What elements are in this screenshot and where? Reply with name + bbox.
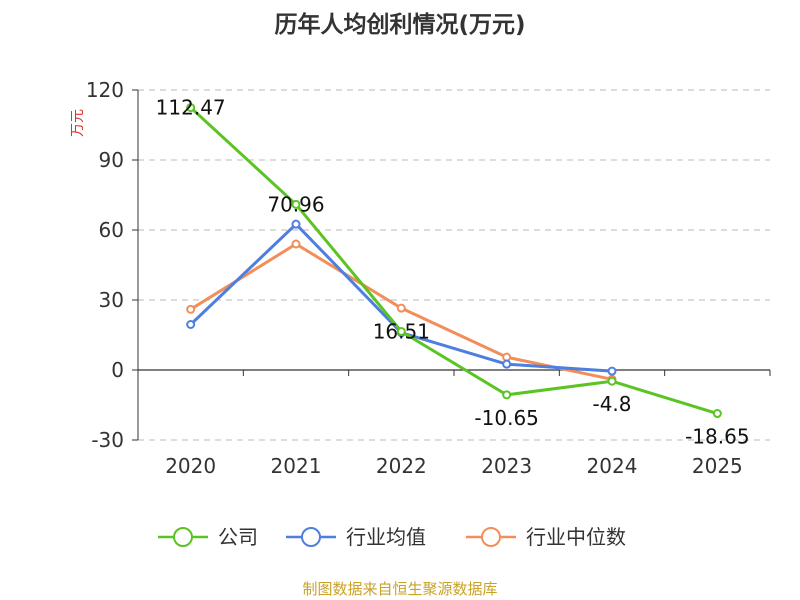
x-tick-labels: 2020 2021 2022 2023 2024 2025 bbox=[165, 454, 743, 478]
series-2 bbox=[186, 239, 617, 384]
data-point[interactable] bbox=[186, 304, 196, 314]
x-tick-label: 2025 bbox=[692, 454, 743, 478]
legend-marker bbox=[481, 527, 501, 547]
data-point[interactable] bbox=[291, 239, 301, 249]
y-tick-label: 0 bbox=[111, 358, 124, 382]
legend[interactable]: 公司 行业均值 行业中位数 bbox=[158, 525, 626, 549]
legend-label: 行业中位数 bbox=[526, 525, 626, 549]
y-tick-label: 120 bbox=[86, 78, 124, 102]
legend-marker bbox=[301, 527, 321, 547]
legend-label: 公司 bbox=[218, 525, 258, 549]
y-axis-label: 万元 bbox=[70, 109, 86, 137]
legend-item-1[interactable]: 行业均值 bbox=[286, 525, 426, 549]
legend-item-0[interactable]: 公司 bbox=[158, 525, 258, 549]
series-line bbox=[189, 222, 613, 373]
data-point[interactable] bbox=[186, 103, 196, 113]
data-point[interactable] bbox=[186, 320, 196, 329]
data-point[interactable] bbox=[396, 326, 406, 336]
data-label: 70.96 bbox=[267, 192, 324, 216]
axes bbox=[132, 89, 771, 441]
source-note: 制图数据来自恒生聚源数据库 bbox=[302, 580, 497, 598]
data-point[interactable] bbox=[607, 366, 617, 376]
grid-lines bbox=[138, 89, 770, 441]
y-tick-label: -30 bbox=[91, 428, 124, 452]
data-point[interactable] bbox=[607, 376, 617, 386]
x-tick-label: 2023 bbox=[481, 454, 532, 478]
data-label: 16.51 bbox=[373, 319, 430, 343]
series-line bbox=[189, 106, 718, 415]
legend-marker bbox=[173, 527, 193, 547]
data-point[interactable] bbox=[502, 352, 512, 362]
data-label: 112.47 bbox=[156, 96, 226, 120]
y-tick-labels: 120 90 60 30 0 -30 bbox=[86, 78, 124, 452]
legend-label: 行业均值 bbox=[346, 525, 426, 549]
data-point[interactable] bbox=[291, 219, 301, 229]
y-tick-label: 30 bbox=[99, 288, 124, 312]
data-label: -4.8 bbox=[592, 392, 631, 416]
data-point[interactable] bbox=[712, 409, 722, 419]
data-point[interactable] bbox=[502, 359, 512, 369]
series-0 bbox=[186, 103, 722, 419]
y-tick-label: 90 bbox=[99, 148, 124, 172]
data-point[interactable] bbox=[396, 303, 406, 313]
data-label: -18.65 bbox=[685, 425, 749, 449]
y-tick-label: 60 bbox=[99, 218, 124, 242]
x-tick-label: 2021 bbox=[271, 454, 322, 478]
x-tick-label: 2020 bbox=[165, 454, 216, 478]
data-label: -10.65 bbox=[474, 406, 538, 430]
x-tick-label: 2024 bbox=[587, 454, 638, 478]
data-point[interactable] bbox=[291, 199, 301, 209]
data-point[interactable] bbox=[502, 390, 512, 400]
x-tick-label: 2022 bbox=[376, 454, 427, 478]
series-lines bbox=[186, 103, 722, 419]
data-labels: 112.47 70.96 16.51 -10.65 -4.8 -18.65 bbox=[156, 96, 750, 449]
chart-title: 历年人均创利情况(万元) bbox=[274, 11, 525, 38]
series-1 bbox=[186, 219, 617, 376]
legend-item-2[interactable]: 行业中位数 bbox=[466, 525, 626, 549]
